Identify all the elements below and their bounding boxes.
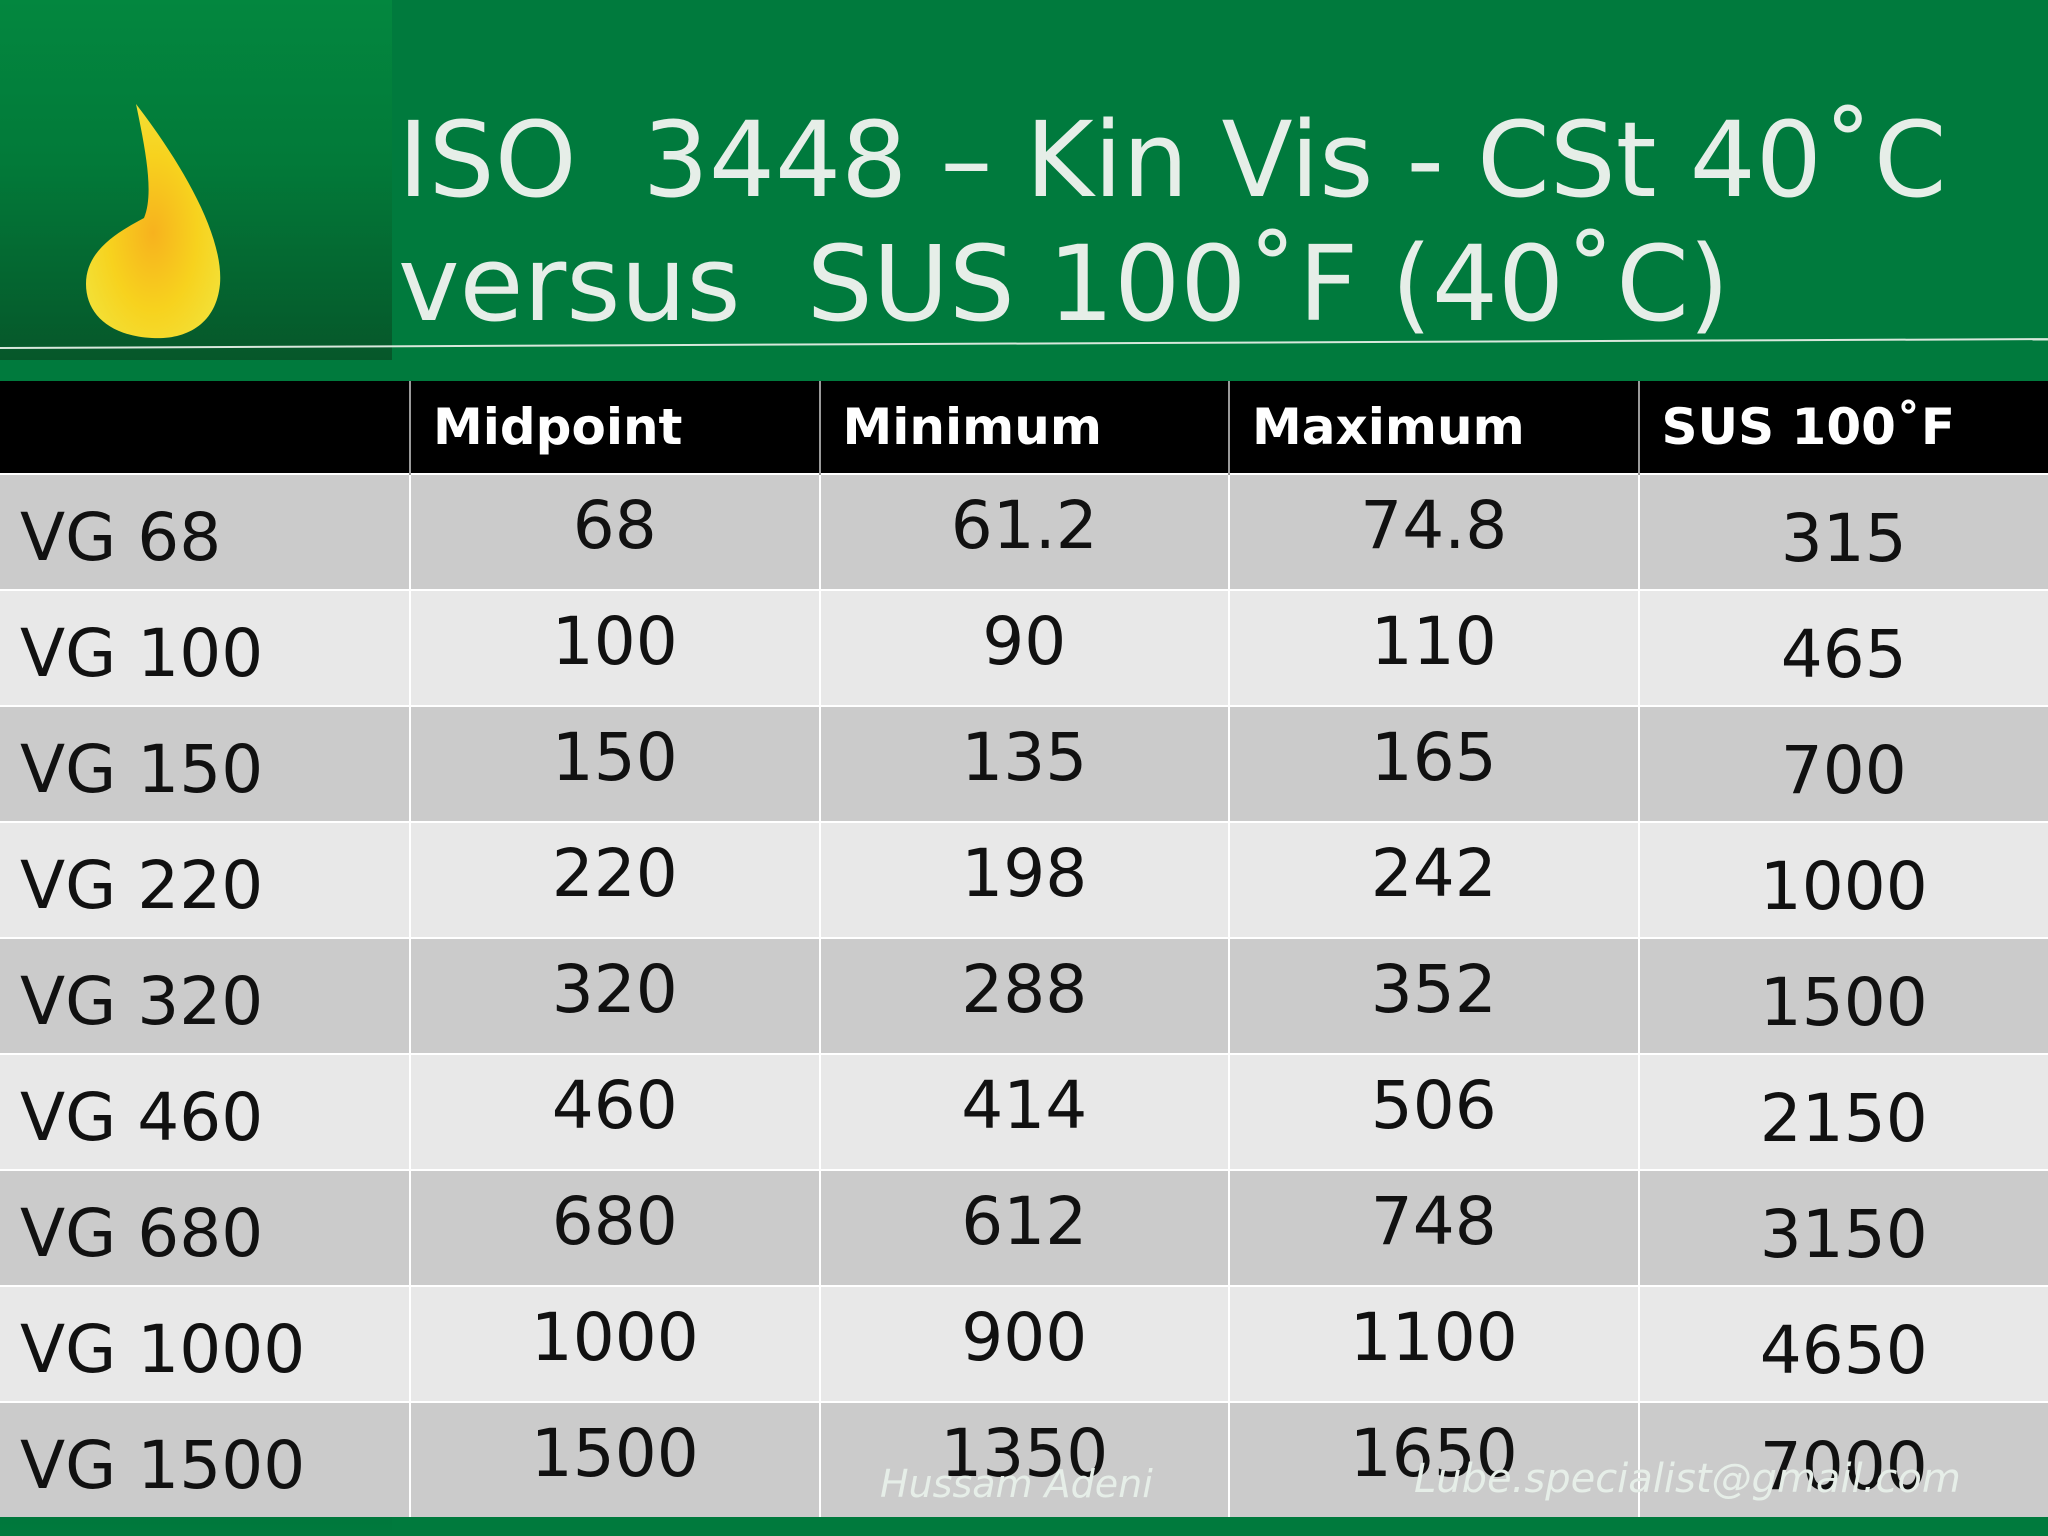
title-line-2: versus SUS 100˚F (40˚C) xyxy=(398,223,1730,345)
midpoint-cell: 68 xyxy=(409,473,820,590)
midpoint-cell: 1000 xyxy=(409,1285,820,1402)
maximum-cell: 1100 xyxy=(1228,1285,1639,1402)
table-row: VG 68 68 61.2 74.8 315 xyxy=(0,473,2048,590)
sus-cell: 465 xyxy=(1637,589,2048,706)
maximum-cell: 242 xyxy=(1228,821,1639,938)
minimum-cell: 198 xyxy=(818,821,1229,938)
sus-cell: 2150 xyxy=(1637,1053,2048,1170)
minimum-cell: 288 xyxy=(818,937,1229,1054)
minimum-cell: 1350 xyxy=(818,1401,1229,1517)
grade-cell: VG 68 xyxy=(0,473,410,590)
midpoint-cell: 100 xyxy=(409,589,820,706)
maximum-cell: 748 xyxy=(1228,1169,1639,1286)
maximum-cell: 506 xyxy=(1228,1053,1639,1170)
table-row: VG 100 100 90 110 465 xyxy=(0,589,2048,706)
midpoint-cell: 680 xyxy=(409,1169,820,1286)
grade-cell: VG 220 xyxy=(0,821,410,938)
minimum-cell: 612 xyxy=(818,1169,1229,1286)
footer-email: Lube.specialist@gmail.com xyxy=(1414,1456,1961,1502)
minimum-cell: 135 xyxy=(818,705,1229,822)
table-row: VG 1000 1000 900 1100 4650 xyxy=(0,1285,2048,1402)
table-header-row: Midpoint Minimum Maximum SUS 100˚F xyxy=(0,381,2048,474)
grade-cell: VG 100 xyxy=(0,589,410,706)
midpoint-cell: 1500 xyxy=(409,1401,820,1517)
minimum-cell: 414 xyxy=(818,1053,1229,1170)
grade-cell: VG 1500 xyxy=(0,1401,410,1517)
sus-cell: 7000 xyxy=(1637,1401,2048,1517)
table-row: VG 220 220 198 242 1000 xyxy=(0,821,2048,938)
table-row: VG 320 320 288 352 1500 xyxy=(0,937,2048,1054)
midpoint-cell: 220 xyxy=(409,821,820,938)
header-midpoint: Midpoint xyxy=(409,381,820,474)
grade-cell: VG 680 xyxy=(0,1169,410,1286)
maximum-cell: 165 xyxy=(1228,705,1639,822)
table-row: VG 150 150 135 165 700 xyxy=(0,705,2048,822)
viscosity-table: Midpoint Minimum Maximum SUS 100˚F VG 68… xyxy=(0,381,2048,1517)
header-sus: SUS 100˚F xyxy=(1637,381,2048,474)
sus-cell: 3150 xyxy=(1637,1169,2048,1286)
sus-cell: 1500 xyxy=(1637,937,2048,1054)
midpoint-cell: 460 xyxy=(409,1053,820,1170)
title-line-1: ISO 3448 – Kin Vis - CSt 40˚C xyxy=(398,99,1947,221)
midpoint-cell: 150 xyxy=(409,705,820,822)
maximum-cell: 74.8 xyxy=(1228,473,1639,590)
maximum-cell: 1650 xyxy=(1228,1401,1639,1517)
oil-drop-icon xyxy=(86,104,221,339)
minimum-cell: 900 xyxy=(818,1285,1229,1402)
sus-cell: 700 xyxy=(1637,705,2048,822)
header-grade xyxy=(0,381,410,474)
grade-cell: VG 320 xyxy=(0,937,410,1054)
minimum-cell: 61.2 xyxy=(818,473,1229,590)
midpoint-cell: 320 xyxy=(409,937,820,1054)
grade-cell: VG 1000 xyxy=(0,1285,410,1402)
slide-title: ISO 3448 – Kin Vis - CSt 40˚C versus SUS … xyxy=(398,98,2038,346)
maximum-cell: 352 xyxy=(1228,937,1639,1054)
table-row: VG 680 680 612 748 3150 xyxy=(0,1169,2048,1286)
footer-author: Hussam Adeni xyxy=(880,1462,1153,1506)
maximum-cell: 110 xyxy=(1228,589,1639,706)
minimum-cell: 90 xyxy=(818,589,1229,706)
header-minimum: Minimum xyxy=(818,381,1229,474)
grade-cell: VG 460 xyxy=(0,1053,410,1170)
header-maximum: Maximum xyxy=(1228,381,1639,474)
table-row: VG 1500 1500 1350 1650 7000 xyxy=(0,1401,2048,1517)
table-row: VG 460 460 414 506 2150 xyxy=(0,1053,2048,1170)
sus-cell: 1000 xyxy=(1637,821,2048,938)
sus-cell: 315 xyxy=(1637,473,2048,590)
sus-cell: 4650 xyxy=(1637,1285,2048,1402)
grade-cell: VG 150 xyxy=(0,705,410,822)
